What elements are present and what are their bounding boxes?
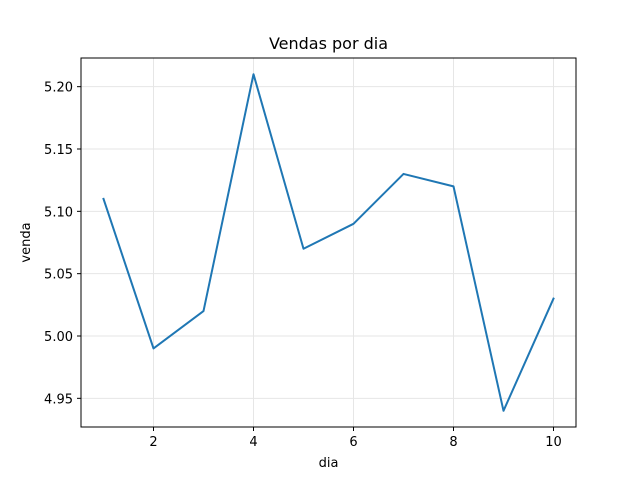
x-tick-label: 6 xyxy=(349,435,357,450)
x-tick-label: 10 xyxy=(545,435,562,450)
series-layer xyxy=(102,73,555,412)
y-tick-label: 5.10 xyxy=(44,205,73,220)
x-tick-label: 2 xyxy=(149,435,157,450)
y-tick-label: 4.95 xyxy=(44,392,73,407)
series-line xyxy=(102,73,555,412)
y-tick-label: 5.00 xyxy=(44,330,73,345)
y-axis-label: venda xyxy=(19,222,34,262)
y-tick-label: 5.15 xyxy=(44,143,73,158)
x-axis-label: dia xyxy=(319,456,339,471)
plot-frame xyxy=(80,57,577,428)
grid xyxy=(81,58,576,427)
y-tick-label: 5.05 xyxy=(44,268,73,283)
y-tick-label: 5.20 xyxy=(44,81,73,96)
x-axis: 2 4 6 8 10 xyxy=(149,427,562,450)
chart-title: Vendas por dia xyxy=(269,34,388,53)
x-tick-label: 4 xyxy=(249,435,257,450)
y-axis: 4.95 5.00 5.05 5.10 5.15 5.20 xyxy=(44,81,81,407)
x-tick-label: 8 xyxy=(449,435,457,450)
